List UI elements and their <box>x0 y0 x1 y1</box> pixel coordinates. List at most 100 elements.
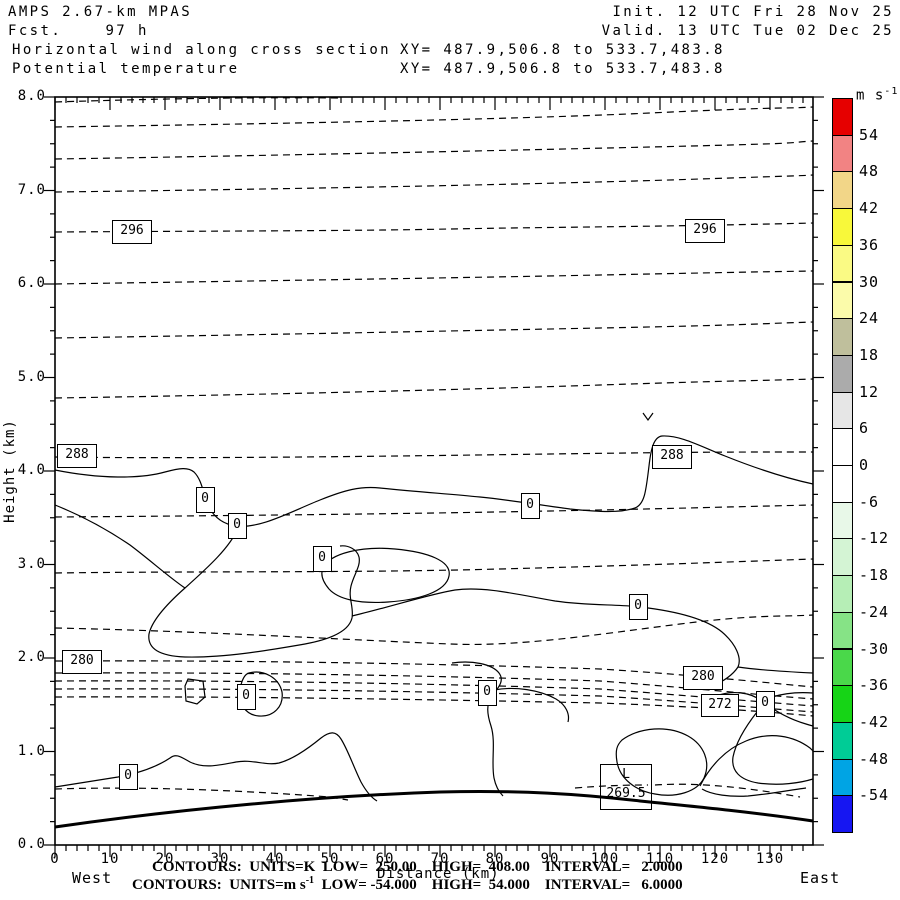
x-tick-label: 60 <box>375 851 395 867</box>
contour-info-wind: CONTOURS: UNITS=m s-1 LOW= -54.000 HIGH=… <box>132 875 683 893</box>
contour-label-0: 0 <box>236 684 256 710</box>
init-time: Init. 12 UTC Fri 28 Nov 25 <box>612 4 894 20</box>
x-tick-label: 20 <box>155 851 175 867</box>
y-tick-label: 8.0 <box>17 88 46 104</box>
valid-time: Valid. 13 UTC Tue 02 Dec 25 <box>601 23 894 39</box>
contour-label-0: 0 <box>312 546 332 572</box>
contour-label-288: 288 <box>57 444 97 468</box>
x-tick-label: 10 <box>100 851 120 867</box>
colorbar-tick-label: 36 <box>859 235 880 254</box>
x-tick-label: 0 <box>50 851 60 867</box>
y-tick-label: 5.0 <box>17 368 46 385</box>
contour-label-272: 272 <box>701 693 739 717</box>
contour-label-0: 0 <box>520 493 540 519</box>
y-tick-label: 3.0 <box>17 555 46 572</box>
y-tick-label: 7.0 <box>17 181 46 198</box>
contour-label-0: 0 <box>195 487 215 513</box>
x-tick-label: 50 <box>320 851 340 867</box>
theta-272-line <box>54 696 814 717</box>
x-tick-label: 80 <box>485 851 505 867</box>
wind-zero-contours <box>54 412 814 802</box>
colorbar-tick-label: -18 <box>859 566 890 585</box>
colorbar-swatch <box>832 318 853 356</box>
y-axis-title: Height (km) <box>2 419 18 523</box>
colorbar-swatch <box>832 134 853 173</box>
colorbar-tick-label: -42 <box>859 712 890 731</box>
colorbar-swatch <box>832 465 853 503</box>
model-title: AMPS 2.67-km MPAS <box>8 4 193 20</box>
theta-296-line <box>54 222 814 233</box>
contour-label-280: 280 <box>62 650 102 674</box>
colorbar-swatch <box>832 758 853 797</box>
colorbar-swatch <box>832 281 853 320</box>
low-marker: L <box>622 767 630 782</box>
colorbar-swatch <box>832 98 853 136</box>
x-axis-title: Distance (km) <box>377 866 500 882</box>
contour-label-280: 280 <box>683 666 723 690</box>
colorbar-tick-label: -36 <box>859 676 890 695</box>
colorbar-tick-label: 6 <box>859 419 870 438</box>
colorbar-swatch <box>832 501 853 540</box>
contour-label-296: 296 <box>112 220 152 244</box>
colorbar-tick-label: 24 <box>859 309 880 328</box>
colorbar-tick-label: -54 <box>859 786 890 805</box>
colorbar-swatch <box>832 685 853 723</box>
x-tick-label: 30 <box>210 851 230 867</box>
y-tick-label: 6.0 <box>17 275 46 291</box>
y-tick-label: 0.0 <box>17 836 46 852</box>
colorbar-tick-label: -6 <box>859 492 880 511</box>
colorbar-tick-label: 12 <box>859 382 880 401</box>
x-tick-label: 90 <box>540 851 560 867</box>
theta-280-line <box>54 660 814 688</box>
x-tick-label: 40 <box>265 851 285 867</box>
x-tick-label: 130 <box>755 851 785 867</box>
colorbar-tick-label: 0 <box>859 456 870 474</box>
colorbar-tick-label: -24 <box>859 602 890 621</box>
colorbar-swatch <box>832 244 853 283</box>
field-name-wind: Horizontal wind along cross section <box>12 42 392 58</box>
cross-section-coords-1: XY= 487.9,506.8 to 533.7,483.8 <box>400 42 725 58</box>
colorbar-swatch <box>832 648 853 687</box>
colorbar-swatch <box>832 208 853 246</box>
field-name-theta: Potential temperature <box>12 61 240 77</box>
contour-label-0: 0 <box>477 680 497 706</box>
colorbar-swatch <box>832 171 853 210</box>
y-tick-label: 4.0 <box>17 462 46 478</box>
contour-label-288: 288 <box>652 445 692 469</box>
cross-section-coords-2: XY= 487.9,506.8 to 533.7,483.8 <box>400 61 725 77</box>
axis-ticks <box>44 96 824 857</box>
west-label: West <box>72 869 113 887</box>
theta-minimum-label: L 269.5 <box>600 764 652 810</box>
colorbar-swatch <box>832 795 853 833</box>
colorbar-swatch <box>832 611 853 650</box>
x-tick-label: 120 <box>700 851 730 867</box>
small-v-mark <box>642 412 654 422</box>
colorbar-swatch <box>832 575 853 613</box>
contour-label-0: 0 <box>628 594 648 620</box>
colorbar-swatch <box>832 354 853 393</box>
forecast-hour: Fcst. 97 h <box>8 23 149 39</box>
colorbar-units: m s-1 <box>856 86 899 104</box>
colorbar-tick-label: 54 <box>859 125 880 144</box>
colorbar-tick-label: 18 <box>859 345 880 364</box>
contour-label-0: 0 <box>227 513 247 539</box>
colorbar-swatch <box>832 428 853 466</box>
contour-label-296: 296 <box>685 219 725 243</box>
x-tick-label: 110 <box>645 851 675 867</box>
low-value: 269.5 <box>606 786 646 801</box>
colorbar-tick-label: 30 <box>859 272 880 291</box>
y-tick-label: 1.0 <box>17 742 46 759</box>
y-tick-label: 2.0 <box>17 649 46 665</box>
colorbar-swatch <box>832 391 853 430</box>
theta-contours <box>54 97 814 801</box>
theta-288-line <box>54 451 814 459</box>
east-label: East <box>800 869 841 887</box>
colorbar-tick-label: -48 <box>859 749 890 768</box>
colorbar-tick-label: 42 <box>859 199 880 218</box>
contour-label-0: 0 <box>755 691 775 717</box>
plot-frame <box>54 96 814 846</box>
x-tick-label: 70 <box>430 851 450 867</box>
colorbar-tick-label: 48 <box>859 162 880 181</box>
